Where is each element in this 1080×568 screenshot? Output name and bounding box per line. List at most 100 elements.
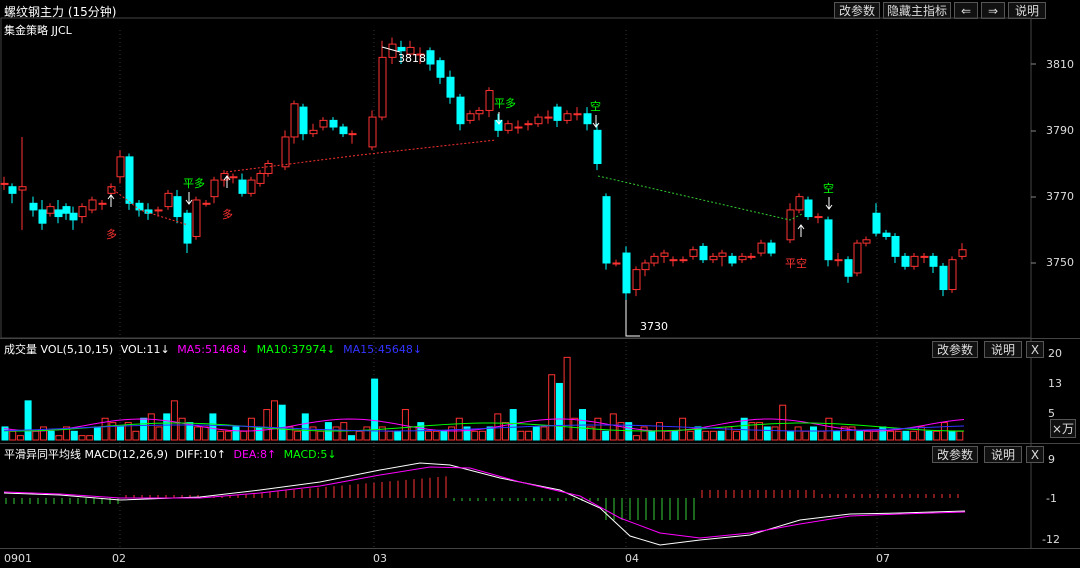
- volume-bar: [717, 430, 725, 441]
- volume-bar: [255, 426, 263, 441]
- volume-bar: [301, 413, 309, 441]
- volume-tick: 5: [1048, 407, 1055, 420]
- macd-help-button[interactable]: 说明: [984, 446, 1022, 463]
- candle-body: [679, 259, 688, 262]
- volume-bar: [124, 422, 132, 441]
- volume-bar: [948, 430, 956, 441]
- hide-main-indicator-button[interactable]: 隐藏主指标: [883, 2, 951, 19]
- volume-label: 成交量 VOL(5,10,15): [4, 343, 114, 356]
- volume-bar: [417, 422, 425, 441]
- volume-bar: [825, 417, 833, 441]
- candle-body: [144, 209, 153, 214]
- macd-label: 平滑异同平均线 MACD(12,26,9): [4, 448, 169, 461]
- macd-dea-line: [3, 466, 966, 539]
- candle-body: [910, 255, 919, 267]
- volume-unit-label: ×万: [1050, 419, 1076, 438]
- macd-params-button[interactable]: 改参数: [932, 446, 978, 463]
- volume-bar: [509, 409, 517, 441]
- candle-body: [862, 239, 871, 244]
- signal-close-long: 平多: [494, 97, 516, 110]
- volume-bar: [286, 426, 294, 441]
- candle-body: [824, 219, 833, 261]
- signal-short: 空: [823, 182, 834, 195]
- panel-divider: [0, 338, 1080, 339]
- candle-body: [18, 186, 27, 191]
- candle-body: [669, 259, 678, 262]
- time-tick: 03: [373, 552, 387, 565]
- signal-arrow-icon: [223, 175, 231, 181]
- arrow-right-icon[interactable]: ⇒: [981, 2, 1005, 19]
- volume-params-button[interactable]: 改参数: [932, 341, 978, 358]
- volume-bar: [679, 417, 687, 441]
- volume-bar: [910, 430, 918, 441]
- arrow-left-icon[interactable]: ⇐: [954, 2, 978, 19]
- signal-close-short: 平空: [785, 257, 807, 270]
- candle-body: [553, 106, 562, 121]
- volume-bar: [763, 426, 771, 441]
- candle-body: [416, 53, 425, 56]
- candle-body: [660, 252, 669, 257]
- candle-body: [436, 60, 445, 78]
- price-tick: 3810: [1046, 58, 1074, 71]
- volume-tick: 13: [1048, 377, 1062, 390]
- candle-body: [329, 119, 338, 128]
- volume-help-button[interactable]: 说明: [984, 341, 1022, 358]
- macd-close-button[interactable]: X: [1026, 446, 1044, 463]
- trend-line: [597, 175, 803, 221]
- volume-bar: [663, 430, 671, 441]
- volume-bar: [887, 430, 894, 441]
- candle-body: [107, 186, 116, 194]
- volume-bar: [478, 430, 486, 441]
- volume-ma15-line: [3, 424, 965, 432]
- volume-bar: [47, 430, 55, 441]
- candle-body: [718, 252, 727, 257]
- macd-tick: 9: [1048, 453, 1055, 466]
- candle-body: [125, 156, 134, 204]
- low-marker-line: [625, 300, 640, 337]
- volume-bar: [440, 430, 448, 441]
- volume-bar: [224, 430, 232, 441]
- volume-bar: [317, 430, 325, 441]
- volume-bar: [9, 430, 17, 441]
- volume-bar: [471, 430, 479, 441]
- volume-bar: [733, 430, 740, 441]
- candle-body: [747, 255, 756, 258]
- volume-bar: [871, 430, 879, 441]
- volume-bar: [771, 426, 779, 441]
- candle-body: [309, 129, 318, 135]
- candle-body: [38, 209, 47, 224]
- candle-body: [583, 113, 592, 125]
- candle-body: [475, 109, 484, 115]
- volume-close-button[interactable]: X: [1026, 341, 1044, 358]
- high-price-label: 3818: [398, 52, 426, 65]
- volume-bar: [394, 430, 402, 441]
- volume-bar: [671, 430, 679, 441]
- candle-body: [368, 116, 377, 148]
- price-tick: 3790: [1046, 124, 1074, 137]
- volume-bar: [586, 426, 594, 441]
- candle-body: [290, 103, 299, 138]
- volume-bar: [833, 430, 841, 441]
- volume-bar: [640, 426, 648, 441]
- volume-bar: [817, 430, 825, 441]
- volume-bar: [902, 430, 910, 441]
- volume-bar: [448, 426, 456, 441]
- candle-body: [378, 56, 387, 118]
- candle-body: [804, 199, 813, 218]
- volume-bar: [956, 430, 964, 441]
- candle-body: [339, 126, 348, 135]
- volume-bar: [263, 409, 271, 441]
- candle-body: [456, 96, 465, 125]
- signal-arrow-icon: [592, 122, 600, 128]
- candle-body: [78, 206, 87, 218]
- change-params-button[interactable]: 改参数: [834, 2, 880, 19]
- candle-body: [54, 209, 63, 218]
- candle-body: [622, 252, 631, 294]
- volume-legend: 成交量 VOL(5,10,15) VOL:11↓ MA5:51468↓ MA10…: [4, 341, 422, 357]
- volume-bar: [217, 430, 225, 441]
- volume-bar: [779, 404, 787, 441]
- signal-arrow-icon: [107, 194, 115, 200]
- diff-value: DIFF:10↑: [175, 448, 226, 461]
- volume-bar: [856, 430, 864, 441]
